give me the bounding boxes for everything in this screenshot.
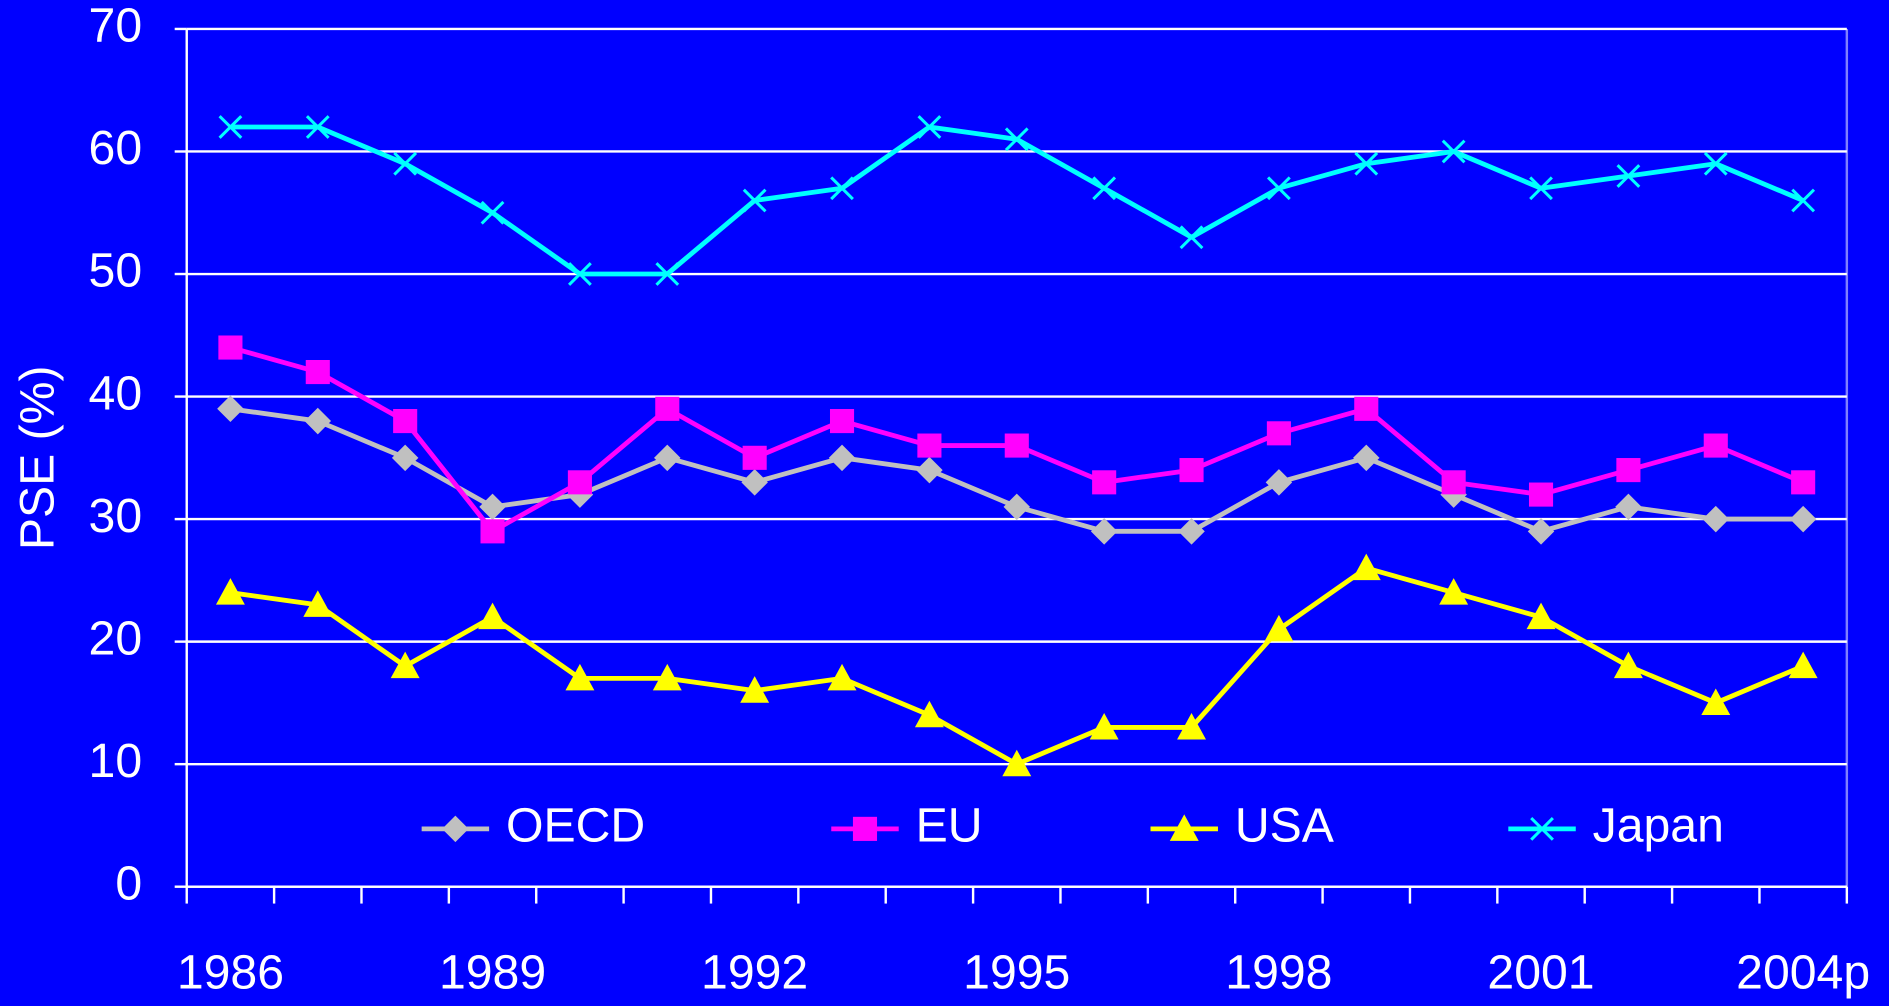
x-tick-label: 2001: [1487, 946, 1594, 1000]
x-tick-label: 1995: [963, 946, 1070, 1000]
data-point: [1703, 433, 1728, 458]
data-point: [1354, 151, 1379, 176]
data-point: [1439, 578, 1469, 605]
data-point: [830, 176, 854, 201]
data-point: [1179, 225, 1204, 250]
data-point: [1529, 176, 1553, 201]
data-point: [1353, 444, 1380, 472]
data-point: [1441, 139, 1466, 164]
data-point: [305, 359, 330, 385]
data-point: [1089, 712, 1119, 740]
x-tick-label: 1989: [439, 946, 546, 1000]
data-point: [480, 200, 505, 225]
y-tick-label: 30: [89, 489, 143, 543]
data-point: [1004, 127, 1029, 152]
y-tick-label: 50: [89, 244, 143, 298]
legend-marker: [1530, 816, 1554, 841]
x-tick-label: 1986: [177, 946, 284, 1000]
data-point: [1528, 482, 1554, 507]
data-point: [740, 676, 770, 703]
data-point: [1791, 470, 1816, 495]
legend-marker: [442, 815, 469, 843]
data-point: [568, 262, 592, 286]
data-point: [655, 396, 680, 421]
y-tick-label: 60: [89, 121, 143, 175]
data-point: [1266, 176, 1291, 201]
x-tick-label: 2004p: [1736, 946, 1870, 1000]
data-point: [1090, 518, 1118, 545]
data-point: [479, 493, 506, 521]
data-point: [1179, 458, 1204, 483]
data-point: [1788, 651, 1818, 679]
data-point: [218, 115, 243, 139]
data-point: [741, 469, 768, 496]
y-tick-label: 0: [115, 856, 142, 910]
data-point: [914, 700, 944, 728]
data-point: [480, 519, 505, 544]
data-point: [391, 444, 419, 472]
y-tick-label: 40: [89, 366, 143, 420]
data-point: [390, 651, 420, 679]
data-point: [1526, 602, 1556, 630]
data-point: [1002, 749, 1032, 777]
data-point: [1613, 651, 1643, 679]
data-point: [1615, 493, 1642, 521]
data-point: [917, 115, 942, 139]
data-point: [1004, 433, 1029, 458]
legend-label: EU: [916, 799, 983, 853]
data-point: [742, 445, 767, 470]
data-point: [1441, 470, 1466, 495]
legend-label: Japan: [1593, 799, 1724, 853]
legend-label: OECD: [506, 799, 645, 853]
data-point: [1527, 518, 1555, 545]
data-point: [1178, 518, 1205, 545]
data-point: [1177, 712, 1206, 740]
data-point: [393, 409, 418, 434]
data-point: [1354, 396, 1379, 421]
data-point: [827, 663, 857, 691]
data-point: [1351, 553, 1381, 581]
data-point: [1701, 688, 1731, 715]
x-tick-label: 1998: [1225, 946, 1332, 1000]
legend-marker: [1169, 814, 1199, 841]
data-point: [652, 663, 682, 691]
data-point: [1616, 458, 1641, 483]
data-point: [567, 470, 592, 495]
data-point: [829, 409, 855, 434]
data-point: [305, 115, 330, 139]
data-point: [1003, 493, 1031, 521]
legend-marker: [852, 816, 878, 841]
data-point: [303, 590, 333, 617]
y-tick-label: 20: [89, 611, 143, 665]
data-point: [1266, 421, 1291, 446]
y-axis-label: PSE (%): [11, 365, 65, 550]
data-point: [742, 188, 767, 213]
data-point: [1264, 614, 1294, 642]
data-point: [917, 433, 942, 458]
data-point: [218, 335, 243, 360]
x-tick-label: 1992: [701, 946, 808, 1000]
data-point: [655, 262, 680, 286]
data-point: [565, 663, 595, 691]
data-point: [304, 407, 332, 435]
data-point: [1092, 470, 1117, 495]
data-point: [1265, 469, 1293, 496]
data-point: [393, 151, 418, 176]
data-point: [1616, 164, 1641, 188]
y-tick-label: 10: [89, 734, 143, 788]
data-point: [828, 444, 856, 472]
legend-label: USA: [1235, 799, 1335, 853]
y-tick-label: 70: [89, 0, 143, 53]
data-point: [478, 602, 507, 630]
data-point: [215, 578, 245, 605]
data-point: [1703, 151, 1728, 176]
data-point: [654, 444, 681, 472]
data-point: [1092, 176, 1117, 201]
data-point: [1791, 188, 1816, 213]
